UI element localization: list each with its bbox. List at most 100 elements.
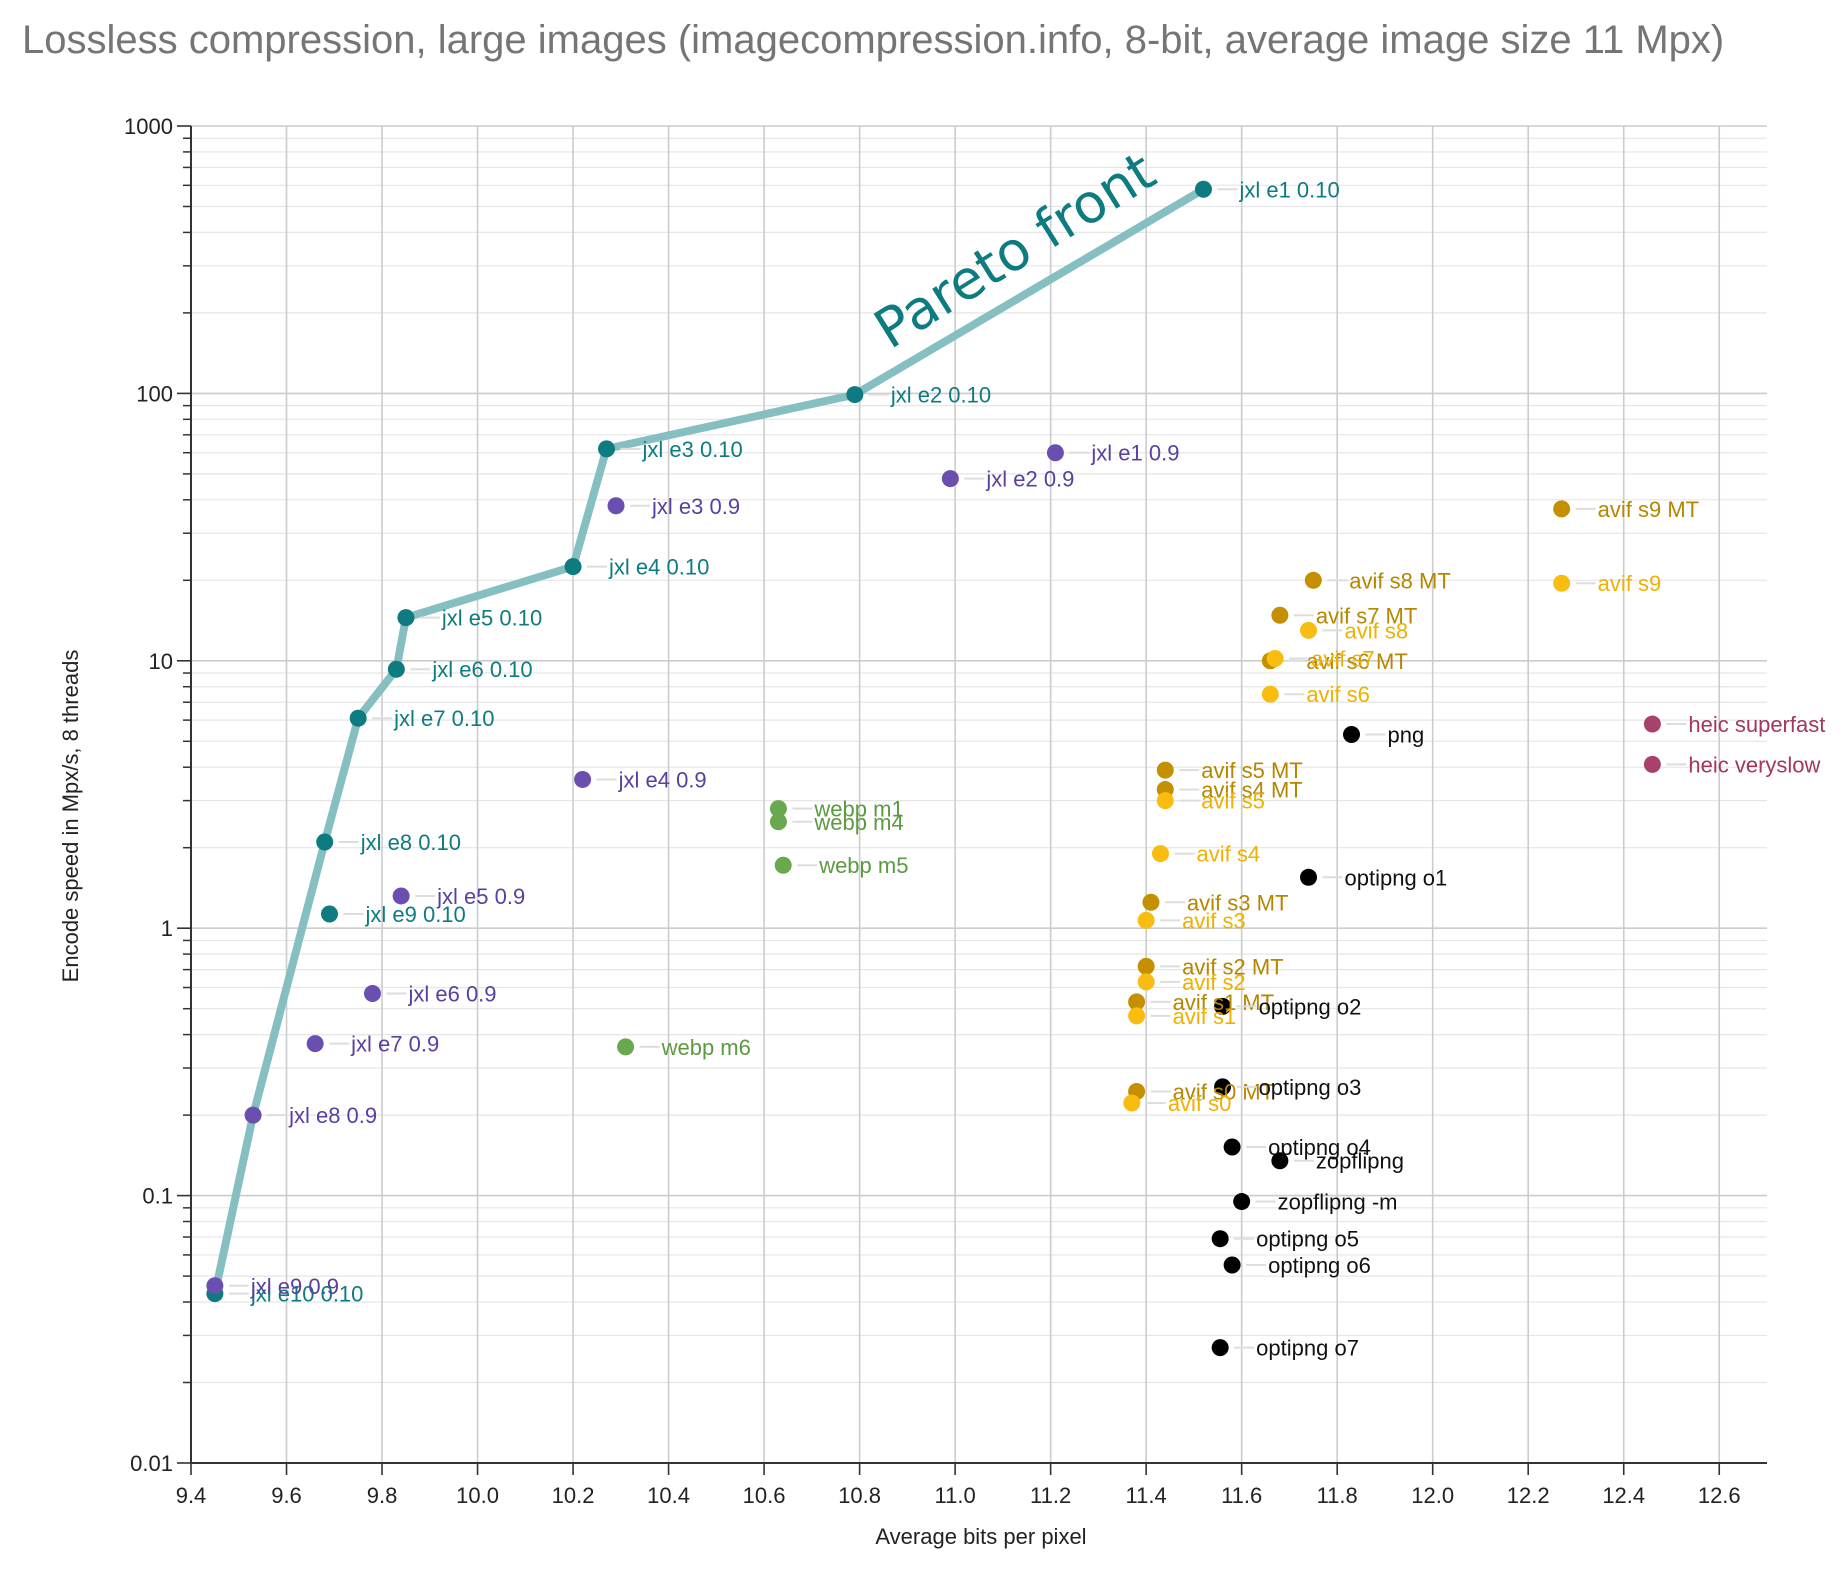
x-tick-label: 10.4 bbox=[647, 1483, 690, 1508]
data-point bbox=[1304, 571, 1322, 589]
data-label: optipng o4 bbox=[1268, 1135, 1371, 1160]
data-point bbox=[1211, 1230, 1229, 1248]
data-label: webp m4 bbox=[813, 810, 903, 835]
data-point bbox=[1128, 1007, 1146, 1025]
x-tick-label: 12.4 bbox=[1602, 1483, 1645, 1508]
data-label: jxl e1 0.10 bbox=[1238, 177, 1339, 202]
data-points bbox=[206, 180, 1661, 1357]
y-tick-label: 1 bbox=[161, 916, 173, 941]
data-label: optipng o6 bbox=[1268, 1253, 1371, 1278]
data-point bbox=[363, 984, 381, 1002]
data-label: heic superfast bbox=[1688, 712, 1825, 737]
data-point bbox=[1156, 792, 1174, 810]
data-point bbox=[1553, 574, 1571, 592]
data-point bbox=[617, 1038, 635, 1056]
data-point bbox=[1151, 845, 1169, 863]
y-axis-title: Encode speed in Mpx/s, 8 threads bbox=[58, 650, 83, 983]
x-tick-label: 9.8 bbox=[367, 1483, 398, 1508]
data-label: jxl e9 0.9 bbox=[250, 1274, 339, 1299]
data-point bbox=[564, 558, 582, 576]
data-label: jxl e8 0.10 bbox=[360, 830, 461, 855]
data-point bbox=[1300, 621, 1318, 639]
data-label: jxl e8 0.9 bbox=[288, 1103, 377, 1128]
data-label: jxl e6 0.10 bbox=[431, 657, 532, 682]
data-label: avif s5 bbox=[1201, 789, 1265, 814]
data-point bbox=[349, 709, 367, 727]
data-label: avif s3 bbox=[1182, 908, 1246, 933]
data-point bbox=[1266, 650, 1284, 668]
data-point bbox=[597, 440, 615, 458]
data-label: avif s3 MT bbox=[1187, 890, 1288, 915]
data-label: avif s8 MT bbox=[1349, 568, 1450, 593]
data-point bbox=[392, 887, 410, 905]
data-label: jxl e4 0.10 bbox=[608, 555, 709, 580]
x-tick-label: 9.4 bbox=[176, 1483, 207, 1508]
data-label: avif s0 bbox=[1168, 1091, 1232, 1116]
data-point bbox=[1137, 957, 1155, 975]
data-point bbox=[607, 497, 625, 515]
data-point bbox=[316, 833, 334, 851]
x-tick-label: 10.0 bbox=[456, 1483, 499, 1508]
data-point bbox=[1128, 993, 1146, 1011]
data-label: optipng o3 bbox=[1259, 1075, 1362, 1100]
data-label: avif s6 MT bbox=[1306, 649, 1407, 674]
data-point bbox=[1046, 444, 1064, 462]
data-point bbox=[387, 660, 405, 678]
data-label: avif s4 bbox=[1196, 842, 1260, 867]
data-label: jxl e2 0.10 bbox=[890, 383, 991, 408]
data-label: webp m5 bbox=[818, 853, 908, 878]
y-tick-label: 10 bbox=[149, 649, 173, 674]
data-label: jxl e5 0.9 bbox=[436, 884, 525, 909]
data-point bbox=[1156, 761, 1174, 779]
x-tick-label: 9.6 bbox=[271, 1483, 302, 1508]
data-label: jxl e3 0.9 bbox=[651, 494, 740, 519]
data-point bbox=[1271, 1152, 1289, 1170]
data-point bbox=[1343, 726, 1361, 744]
pareto-front-line bbox=[210, 185, 1208, 1298]
chart-title: Lossless compression, large images (imag… bbox=[22, 18, 1725, 62]
data-point bbox=[1214, 997, 1232, 1015]
data-label: zopflipng -m bbox=[1278, 1190, 1398, 1215]
data-label: optipng o1 bbox=[1345, 865, 1448, 890]
data-label: avif s2 bbox=[1182, 970, 1246, 995]
data-point bbox=[1643, 755, 1661, 773]
data-point bbox=[1142, 893, 1160, 911]
axes: 0.01 0.1 1 10 100 1000 9.4 9.6 9.8 10.0 10.2 10.4 10… bbox=[124, 114, 1767, 1508]
data-point bbox=[941, 470, 959, 488]
data-label: avif s2 MT bbox=[1182, 954, 1283, 979]
data-point bbox=[1137, 911, 1155, 929]
data-label: jxl e4 0.9 bbox=[618, 767, 707, 792]
data-point bbox=[1194, 180, 1212, 198]
x-tick-label: 12.0 bbox=[1411, 1483, 1454, 1508]
data-labels: jxl e1 0.10 jxl e2 0.10 jxl e3 0.10 jxl e4 … bbox=[228, 177, 1825, 1361]
data-point bbox=[1643, 715, 1661, 733]
data-label: webp m1 bbox=[813, 797, 903, 822]
x-tick-label: 10.2 bbox=[552, 1483, 595, 1508]
x-tick-label: 11.4 bbox=[1126, 1483, 1167, 1508]
data-point bbox=[769, 800, 787, 818]
data-point bbox=[1271, 606, 1289, 624]
x-tick-label: 11.0 bbox=[935, 1483, 976, 1508]
data-point bbox=[1137, 973, 1155, 991]
y-tick-label: 0.01 bbox=[130, 1451, 173, 1476]
data-point bbox=[846, 386, 864, 404]
data-label: avif s4 MT bbox=[1201, 778, 1302, 803]
data-label: jxl e6 0.9 bbox=[407, 981, 496, 1006]
data-point bbox=[1223, 1256, 1241, 1274]
grid bbox=[190, 125, 1767, 1464]
y-tick-label: 1000 bbox=[124, 114, 173, 139]
data-label: avif s9 bbox=[1598, 571, 1662, 596]
data-label: jxl e7 0.9 bbox=[350, 1032, 439, 1057]
data-point bbox=[1211, 1339, 1229, 1357]
data-label: avif s7 bbox=[1311, 647, 1375, 672]
data-point bbox=[774, 856, 792, 874]
data-point bbox=[306, 1035, 324, 1053]
data-label: jxl e3 0.10 bbox=[641, 437, 742, 462]
data-point bbox=[1123, 1094, 1141, 1112]
data-point bbox=[397, 609, 415, 627]
data-label: avif s6 bbox=[1306, 682, 1370, 707]
data-label: optipng o5 bbox=[1256, 1227, 1359, 1252]
x-tick-label: 10.8 bbox=[838, 1483, 881, 1508]
data-point bbox=[1223, 1138, 1241, 1156]
